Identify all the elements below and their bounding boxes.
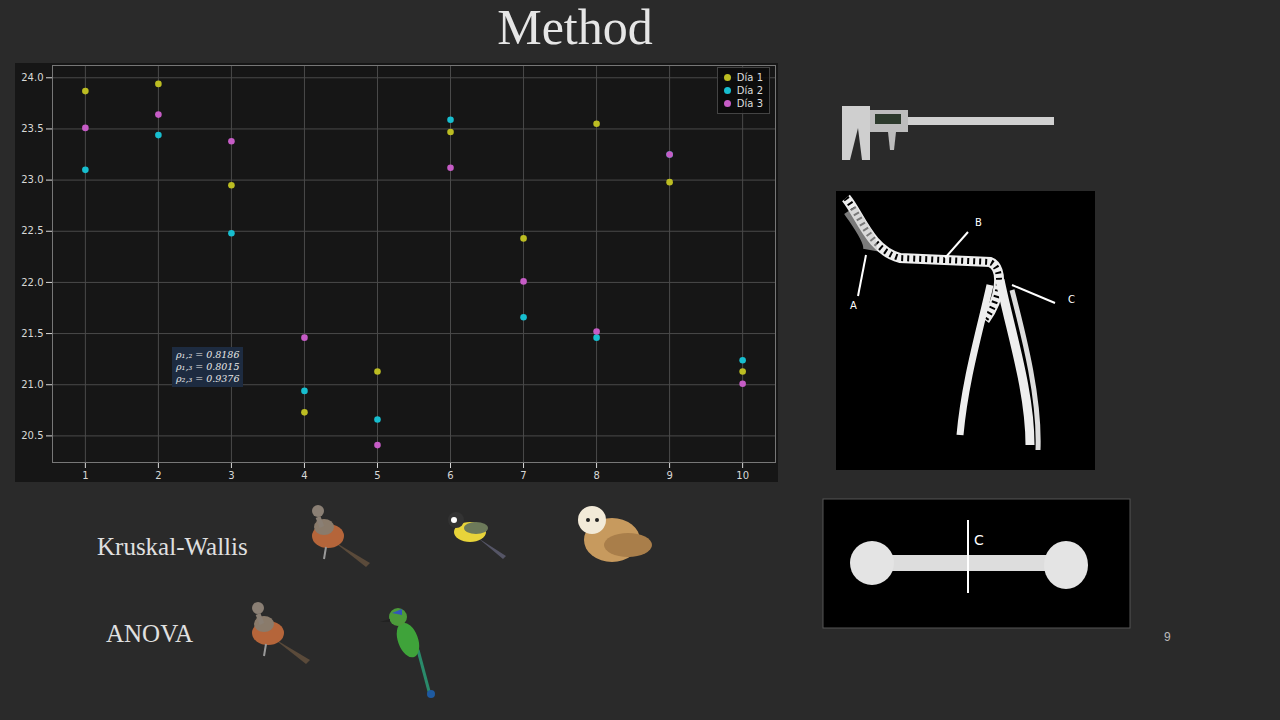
- svg-text:A: A: [850, 300, 857, 311]
- svg-text:21.0: 21.0: [21, 379, 43, 390]
- html-text:ANOVA: ANOVA: [106, 620, 194, 647]
- svg-text:24.0: 24.0: [21, 72, 43, 83]
- svg-text:23.0: 23.0: [21, 174, 43, 185]
- svg-text:5: 5: [374, 470, 380, 481]
- svg-text:8: 8: [593, 470, 599, 481]
- svg-text:22.5: 22.5: [21, 225, 43, 236]
- svg-text:2: 2: [155, 470, 161, 481]
- svg-text:9: 9: [666, 470, 672, 481]
- html-text:Día 2: Día 2: [736, 85, 763, 96]
- svg-text:3: 3: [228, 470, 234, 481]
- svg-text:23.5: 23.5: [21, 123, 43, 134]
- svg-text:B: B: [975, 217, 982, 228]
- svg-text:C: C: [974, 532, 984, 548]
- html-text:Kruskal-Wallis: Kruskal-Wallis: [97, 533, 248, 560]
- svg-text:10: 10: [736, 470, 749, 481]
- html-text:Method: Method: [497, 0, 653, 55]
- svg-text:22.0: 22.0: [21, 277, 43, 288]
- html-text:Día 1: Día 1: [736, 72, 763, 83]
- svg-text:4: 4: [301, 470, 307, 481]
- svg-text:1: 1: [82, 470, 88, 481]
- svg-text:20.5: 20.5: [21, 430, 43, 441]
- svg-text:7: 7: [520, 470, 526, 481]
- svg-text:21.5: 21.5: [21, 328, 43, 339]
- html-text:9: 9: [1164, 630, 1171, 644]
- html-text:ρ₁,₂ = 0.8186: ρ₁,₂ = 0.8186: [176, 349, 240, 360]
- svg-text:C: C: [1068, 294, 1075, 305]
- html-text:ρ₂,₃ = 0.9376: ρ₂,₃ = 0.9376: [176, 373, 240, 384]
- html-text:ρ₁,₃ = 0.8015: ρ₁,₃ = 0.8015: [176, 361, 240, 372]
- html-text:Día 3: Día 3: [736, 98, 763, 109]
- svg-text:6: 6: [447, 470, 453, 481]
